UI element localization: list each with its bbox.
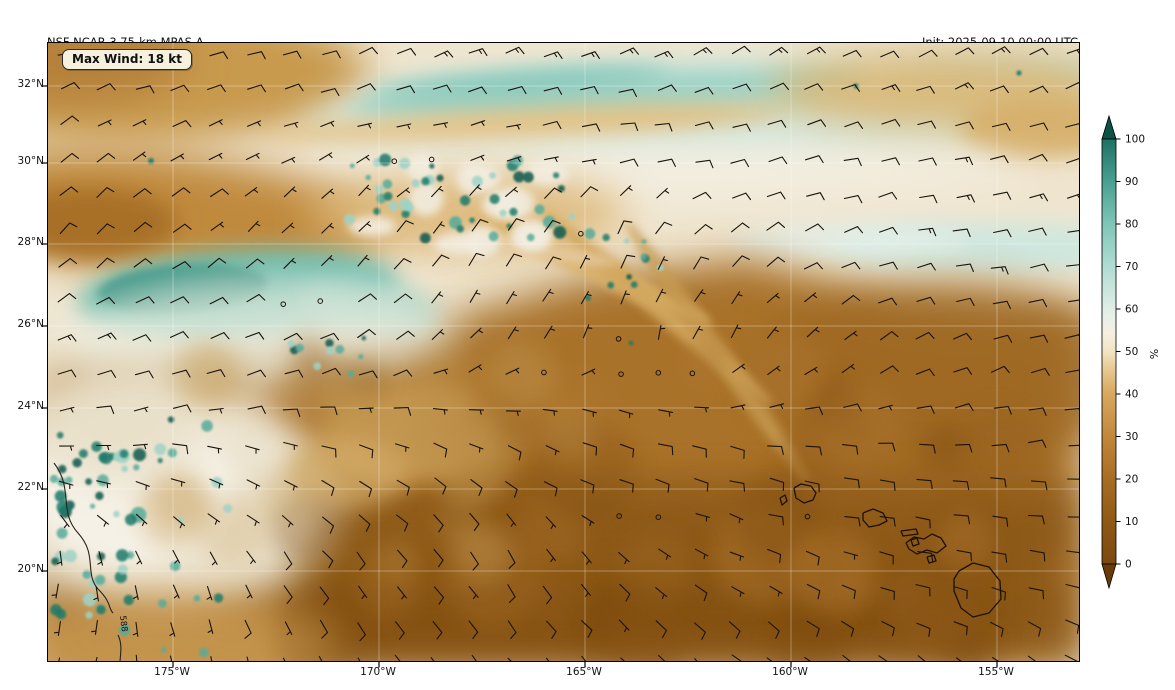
humidity-field-layer bbox=[48, 43, 1079, 661]
colorbar-tick-label: 30 bbox=[1125, 431, 1138, 443]
colorbar-tick-label: 70 bbox=[1125, 261, 1138, 273]
colorbar-tick-label: 10 bbox=[1125, 516, 1138, 528]
colorbar-tick-label: 0 bbox=[1125, 559, 1132, 571]
humidity-wind-map: 588 bbox=[41, 43, 1079, 668]
colorbar-tick-label: 40 bbox=[1125, 389, 1138, 401]
colorbar-unit-label: % bbox=[1148, 349, 1161, 359]
colorbar-tick-label: 100 bbox=[1125, 134, 1145, 146]
lat-tick-label: 20°N bbox=[17, 563, 44, 575]
wind-barbs-layer bbox=[51, 45, 1079, 661]
graticule-lines bbox=[48, 43, 1079, 661]
lat-tick-label: 32°N bbox=[17, 78, 44, 90]
lat-tick-label: 26°N bbox=[17, 318, 44, 330]
lon-tick-label: 165°W bbox=[566, 666, 602, 678]
colorbar-tick-label: 80 bbox=[1125, 219, 1138, 231]
height-contour-label: 588 bbox=[117, 615, 129, 632]
colorbar: 0 10 20 30 40 50 60 70 80 90 100% bbox=[1101, 114, 1161, 590]
lon-tick-label: 155°W bbox=[978, 666, 1014, 678]
colorbar-tick-label: 20 bbox=[1125, 474, 1138, 486]
lat-tick-label: 24°N bbox=[17, 400, 44, 412]
colorbar-tick-label: 60 bbox=[1125, 304, 1138, 316]
lon-tick-label: 175°W bbox=[154, 666, 190, 678]
lon-tick-label: 170°W bbox=[360, 666, 396, 678]
max-wind-label: Max Wind: 18 kt bbox=[72, 52, 183, 66]
height-contour-588 bbox=[53, 462, 122, 661]
map-panel: 588 Max Wind: 18 kt bbox=[41, 42, 1080, 668]
lat-tick-label: 30°N bbox=[17, 155, 44, 167]
colorbar-tick-label: 50 bbox=[1125, 346, 1138, 358]
colorbar-tick-label: 90 bbox=[1125, 176, 1138, 188]
lon-tick-label: 160°W bbox=[772, 666, 808, 678]
lat-tick-label: 28°N bbox=[17, 236, 44, 248]
axis-ticks bbox=[41, 85, 998, 668]
lat-tick-label: 22°N bbox=[17, 481, 44, 493]
max-wind-badge: Max Wind: 18 kt bbox=[62, 49, 193, 70]
